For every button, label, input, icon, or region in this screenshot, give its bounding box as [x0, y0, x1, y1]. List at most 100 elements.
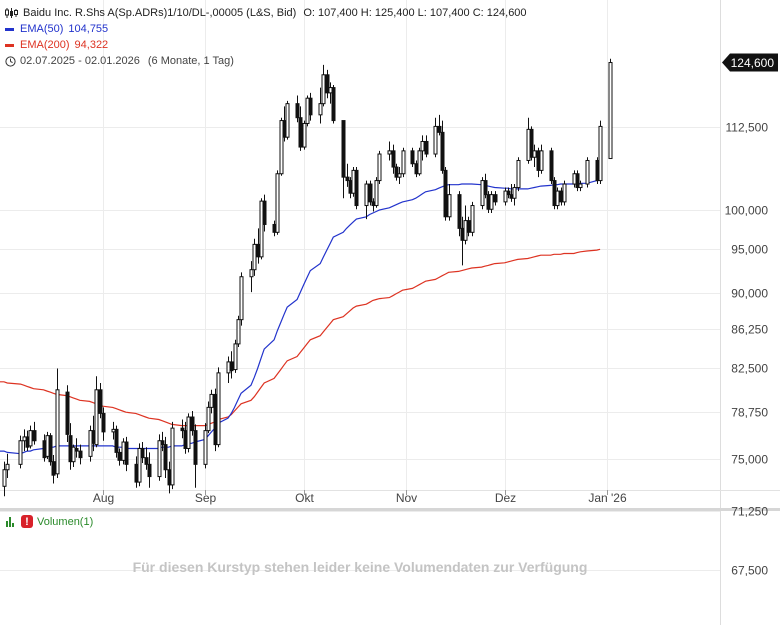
candle[interactable]	[345, 163, 350, 187]
candle[interactable]	[65, 385, 70, 443]
candle[interactable]	[401, 147, 406, 178]
candle[interactable]	[420, 135, 425, 161]
candle[interactable]	[489, 191, 494, 213]
candle[interactable]	[2, 461, 7, 497]
candle[interactable]	[157, 434, 162, 481]
candle[interactable]	[516, 157, 521, 192]
candle[interactable]	[140, 442, 145, 463]
candle[interactable]	[506, 187, 511, 199]
candle[interactable]	[578, 180, 583, 192]
candle[interactable]	[5, 453, 10, 478]
candle[interactable]	[331, 84, 336, 124]
candle[interactable]	[377, 150, 382, 185]
candle[interactable]	[457, 191, 462, 237]
candle[interactable]	[216, 367, 221, 448]
candle[interactable]	[28, 425, 33, 449]
candle[interactable]	[236, 315, 241, 348]
candle[interactable]	[443, 167, 448, 221]
candle[interactable]	[387, 141, 392, 161]
candle[interactable]	[262, 194, 267, 232]
candle[interactable]	[562, 180, 567, 206]
candle[interactable]	[147, 452, 152, 488]
candle[interactable]	[374, 177, 379, 208]
candle[interactable]	[555, 187, 560, 210]
candle[interactable]	[249, 261, 254, 293]
candle[interactable]	[529, 126, 534, 161]
candle[interactable]	[137, 443, 142, 487]
candle[interactable]	[433, 117, 438, 158]
candle[interactable]	[160, 431, 165, 452]
candle[interactable]	[71, 444, 76, 468]
candle[interactable]	[186, 413, 191, 453]
candle[interactable]	[229, 351, 234, 379]
candle[interactable]	[279, 117, 284, 176]
candle[interactable]	[302, 120, 307, 150]
candle[interactable]	[532, 144, 537, 168]
candle[interactable]	[144, 447, 149, 470]
candle[interactable]	[180, 419, 185, 439]
candle[interactable]	[190, 410, 195, 436]
volume-bars-icon	[6, 516, 15, 527]
candle[interactable]	[503, 187, 508, 206]
candle[interactable]	[424, 135, 429, 158]
candle[interactable]	[470, 201, 475, 237]
candle[interactable]	[74, 438, 79, 458]
candle[interactable]	[368, 180, 373, 206]
candle[interactable]	[598, 120, 603, 185]
candle[interactable]	[298, 106, 303, 151]
candle[interactable]	[285, 100, 290, 140]
candle[interactable]	[437, 114, 442, 136]
candle[interactable]	[101, 407, 106, 441]
candle[interactable]	[124, 436, 129, 472]
candle[interactable]	[325, 69, 330, 99]
candle[interactable]	[354, 167, 359, 210]
candle[interactable]	[18, 435, 23, 469]
candle[interactable]	[447, 184, 452, 221]
candle[interactable]	[203, 423, 208, 469]
candle[interactable]	[483, 173, 488, 199]
candle[interactable]	[512, 184, 517, 206]
volume-legend[interactable]: ! Volumen(1)	[6, 515, 93, 528]
candle[interactable]	[585, 157, 590, 188]
candle[interactable]	[51, 455, 56, 484]
ema200-legend[interactable]: EMA(200) 94,322	[5, 37, 527, 53]
candle[interactable]	[394, 163, 399, 181]
candle[interactable]	[397, 167, 402, 185]
candle[interactable]	[295, 95, 300, 123]
candle[interactable]	[417, 147, 422, 176]
candle[interactable]	[575, 170, 580, 192]
candle[interactable]	[364, 180, 369, 220]
candle[interactable]	[275, 170, 280, 235]
candle[interactable]	[193, 424, 198, 488]
candle[interactable]	[48, 433, 53, 466]
candle[interactable]	[32, 421, 37, 445]
candle[interactable]	[239, 272, 244, 326]
ema50-legend[interactable]: EMA(50) 104,755	[5, 21, 527, 37]
candle[interactable]	[55, 368, 60, 478]
candle[interactable]	[233, 339, 238, 373]
candle[interactable]	[114, 425, 119, 458]
candle[interactable]	[318, 87, 323, 124]
candle[interactable]	[259, 198, 264, 260]
candle[interactable]	[117, 448, 122, 466]
candle[interactable]	[98, 382, 103, 419]
candle[interactable]	[163, 436, 168, 478]
candle[interactable]	[539, 144, 544, 174]
candle[interactable]	[209, 389, 214, 414]
candle[interactable]	[78, 444, 83, 465]
candle[interactable]	[206, 401, 211, 434]
candle[interactable]	[321, 64, 326, 107]
candle[interactable]	[391, 144, 396, 174]
candle[interactable]	[410, 147, 415, 168]
candle[interactable]	[549, 147, 554, 185]
candle[interactable]	[308, 92, 313, 121]
candle[interactable]	[252, 238, 257, 276]
candle[interactable]	[466, 216, 471, 237]
candle[interactable]	[440, 120, 445, 174]
candle[interactable]	[493, 191, 498, 206]
candle[interactable]	[170, 421, 175, 490]
candle[interactable]	[608, 58, 613, 160]
candle[interactable]	[94, 376, 99, 448]
candle[interactable]	[341, 120, 346, 199]
